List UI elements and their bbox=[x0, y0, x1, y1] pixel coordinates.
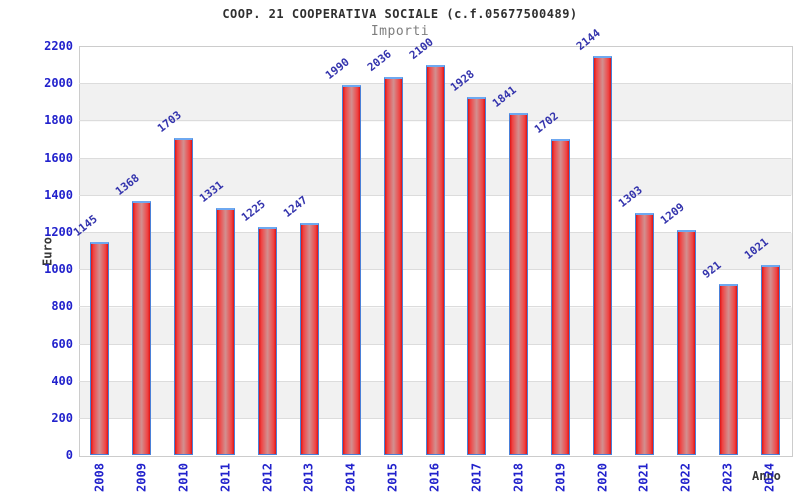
y-tick-label: 1200 bbox=[44, 224, 73, 239]
x-tick-label: 2013 bbox=[301, 463, 316, 492]
x-tick-label: 2019 bbox=[553, 463, 568, 492]
x-tick-label: 2010 bbox=[176, 463, 191, 492]
x-tick-label: 2024 bbox=[762, 463, 777, 492]
x-tick-label: 2018 bbox=[511, 463, 526, 492]
y-tick-label: 600 bbox=[51, 336, 73, 351]
y-tick-label: 2200 bbox=[44, 39, 73, 53]
y-tick-label: 1600 bbox=[44, 150, 73, 165]
y-tick-label: 400 bbox=[51, 373, 73, 388]
bar bbox=[467, 96, 487, 455]
x-tick-label: 2023 bbox=[720, 463, 735, 492]
x-tick-label: 2008 bbox=[92, 463, 107, 492]
x-axis-title: Anno bbox=[752, 469, 781, 483]
x-tick-label: 2017 bbox=[469, 463, 484, 492]
bar bbox=[258, 227, 277, 455]
y-tick-label: 1000 bbox=[44, 262, 73, 277]
chart-subtitle: Importi bbox=[370, 24, 430, 39]
y-tick-label: 1800 bbox=[44, 113, 73, 128]
bar bbox=[551, 138, 571, 455]
bar bbox=[383, 76, 403, 455]
y-tick-label: 800 bbox=[51, 299, 73, 314]
x-tick-label: 2021 bbox=[636, 463, 651, 492]
bar bbox=[676, 230, 696, 455]
y-tick-label: 0 bbox=[65, 448, 73, 462]
x-tick-label: 2020 bbox=[595, 463, 609, 492]
x-tick-label: 2009 bbox=[134, 463, 149, 492]
bar bbox=[509, 112, 529, 455]
bar bbox=[718, 283, 738, 455]
bar bbox=[760, 265, 780, 455]
bar bbox=[299, 223, 319, 455]
bar bbox=[341, 85, 361, 455]
x-tick-label: 2015 bbox=[385, 463, 400, 492]
y-tick-label: 2000 bbox=[44, 76, 73, 91]
chart-title: COOP. 21 COOPERATIVA SOCIALE (c.f.056775… bbox=[222, 7, 578, 21]
x-tick-label: 2014 bbox=[343, 463, 358, 492]
x-tick-label: 2022 bbox=[678, 463, 693, 492]
y-tick-label: 200 bbox=[51, 410, 73, 425]
y-tick-label: 1400 bbox=[44, 187, 73, 202]
bar bbox=[174, 138, 194, 455]
bar bbox=[593, 56, 612, 455]
x-tick-label: 2016 bbox=[427, 463, 442, 492]
x-tick-label: 2011 bbox=[218, 463, 233, 492]
bar bbox=[132, 200, 152, 455]
x-tick-label: 2012 bbox=[260, 463, 274, 492]
bar bbox=[90, 242, 110, 455]
bar bbox=[425, 64, 445, 455]
bar bbox=[634, 212, 654, 455]
bar bbox=[216, 207, 236, 455]
